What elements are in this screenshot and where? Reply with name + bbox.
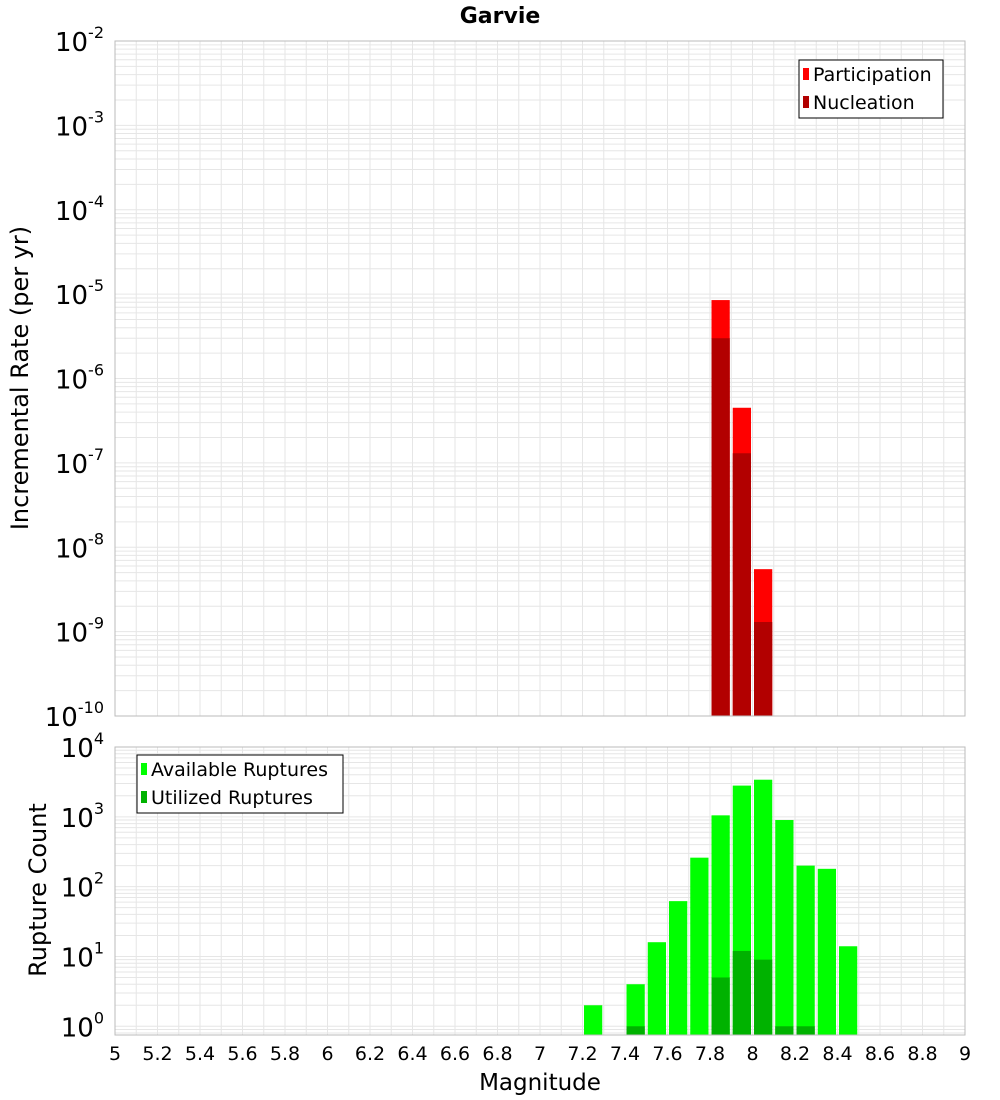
y-tick-label: 100 <box>61 1008 104 1043</box>
y-tick-label: 10-4 <box>55 192 104 227</box>
y-tick-label: 10-6 <box>55 361 104 396</box>
x-tick-label: 6 <box>321 1043 333 1065</box>
bar-available-ruptures <box>839 946 858 1035</box>
x-tick-label: 6.2 <box>355 1043 385 1065</box>
legend-box <box>798 59 944 119</box>
x-tick-label: 8.2 <box>780 1043 810 1065</box>
legend-label: Participation <box>813 64 932 86</box>
y-tick-label: 10-5 <box>55 276 104 311</box>
y-tick-label: 10-10 <box>45 698 104 733</box>
y-axis-label-count: Rupture Count <box>24 803 52 977</box>
x-tick-label: 8.6 <box>865 1043 895 1065</box>
chart-title: Garvie <box>460 4 541 29</box>
bar-utilized-ruptures <box>754 959 773 1035</box>
bar-available-ruptures <box>647 942 666 1035</box>
x-tick-label: 5 <box>109 1043 121 1065</box>
count-legend: Available Ruptures Utilized Ruptures <box>136 754 344 814</box>
rate-grid <box>114 41 966 717</box>
bar-nucleation <box>732 453 751 716</box>
x-tick-label: 7.8 <box>695 1043 725 1065</box>
y-tick-label: 10-8 <box>55 529 104 564</box>
bar-nucleation <box>711 338 730 716</box>
x-tick-label: 6.8 <box>482 1043 512 1065</box>
count-plot-frame <box>114 746 966 1036</box>
y-axis-label-rate: Incremental Rate (per yr) <box>6 226 34 530</box>
bar-available-ruptures <box>669 901 688 1035</box>
x-tick-label: 8.8 <box>907 1043 937 1065</box>
y-tick-label: 103 <box>61 799 104 834</box>
x-tick-label: 8 <box>746 1043 758 1065</box>
rate-plot-frame <box>114 40 966 717</box>
y-tick-label: 10-7 <box>55 445 104 480</box>
rupture-count-panel: 100 101 102 103 104 Available Ruptures Utilize… <box>61 729 971 1065</box>
bar-available-ruptures <box>796 865 815 1035</box>
legend-box <box>136 754 344 814</box>
y-tick-label: 10-2 <box>55 23 104 58</box>
bar-utilized-ruptures <box>626 1026 645 1035</box>
bar-nucleation <box>754 622 773 716</box>
x-axis-label: Magnitude <box>479 1070 601 1096</box>
x-tick-label: 6.4 <box>397 1043 427 1065</box>
bar-available-ruptures <box>817 868 836 1035</box>
y-tick-label: 104 <box>61 729 104 764</box>
legend-label: Nucleation <box>813 92 915 114</box>
y-tick-label: 10-9 <box>55 614 104 649</box>
bar-utilized-ruptures <box>732 950 751 1035</box>
bar-available-ruptures <box>584 1005 603 1035</box>
x-tick-label: 5.4 <box>185 1043 215 1065</box>
y-tick-label: 102 <box>61 869 104 904</box>
x-tick-label: 7 <box>534 1043 546 1065</box>
count-bars <box>584 779 858 1035</box>
bar-available-ruptures <box>626 984 645 1035</box>
x-tick-label: 6.6 <box>440 1043 470 1065</box>
legend-swatch <box>141 763 147 775</box>
x-tick-label: 5.2 <box>142 1043 172 1065</box>
y-tick-label: 10-3 <box>55 107 104 142</box>
x-tick-label: 7.4 <box>610 1043 640 1065</box>
count-y-ticks: 100 101 102 103 104 <box>61 729 104 1043</box>
legend-label: Available Ruptures <box>151 759 328 781</box>
rate-bars <box>711 300 773 716</box>
x-ticks: 5 5.2 5.4 5.6 5.8 6 6.2 6.4 6.6 6.8 7 7.2 7.4 7.6 7.8 8… <box>109 1043 971 1065</box>
bar-utilized-ruptures <box>796 1026 815 1035</box>
rate-y-ticks: 10-10 10-9 10-8 10-7 10-6 10-5 10-4 10-3 10-2 <box>45 23 104 733</box>
legend-swatch <box>803 68 809 80</box>
y-tick-label: 101 <box>61 938 104 973</box>
rate-panel: 10-10 10-9 10-8 10-7 10-6 10-5 10-4 10-3 10-2 Par… <box>45 23 966 733</box>
x-tick-label: 7.6 <box>652 1043 682 1065</box>
legend-label: Utilized Ruptures <box>151 787 313 809</box>
bar-utilized-ruptures <box>711 977 730 1035</box>
bar-available-ruptures <box>775 820 794 1035</box>
x-tick-label: 9 <box>959 1043 971 1065</box>
bar-available-ruptures <box>690 857 709 1035</box>
x-tick-label: 5.8 <box>270 1043 300 1065</box>
bar-utilized-ruptures <box>775 1026 794 1035</box>
x-tick-label: 8.4 <box>822 1043 852 1065</box>
legend-swatch <box>141 791 147 803</box>
rate-legend: Participation Nucleation <box>798 59 944 119</box>
x-tick-label: 5.6 <box>227 1043 257 1065</box>
x-tick-label: 7.2 <box>567 1043 597 1065</box>
legend-swatch <box>803 96 809 108</box>
